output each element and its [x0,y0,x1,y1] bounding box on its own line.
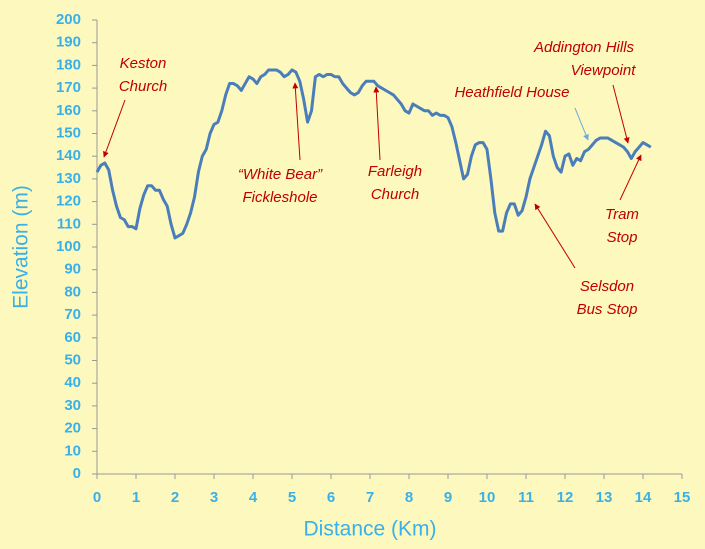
annotation: Fickleshole [242,189,317,206]
line [95,68,652,240]
y-tick-label: 60 [64,329,81,346]
annotation: “White Bear” [238,166,323,183]
annotation: Keston [120,55,167,72]
y-tick-label: 130 [56,170,81,187]
y-tick-label: 0 [73,465,81,482]
x-tick-label: 3 [210,489,218,506]
x-axis-label: Distance (Km) [303,518,436,541]
y-tick-label: 120 [56,193,81,210]
y-tick-label: 160 [56,102,81,119]
y-tick-label: 30 [64,397,81,414]
x-tick-label: 2 [171,489,179,506]
annotation: Church [119,78,167,95]
x-tick-label: 15 [674,489,691,506]
annotation: Church [371,186,419,203]
x-tick-label: 1 [132,489,140,506]
y-tick-label: 140 [56,147,81,164]
y-tick-label: 10 [64,442,81,459]
y-tick-label: 90 [64,261,81,278]
x-tick-label: 7 [366,489,374,506]
y-tick-label: 170 [56,79,81,96]
x-tick-label: 11 [518,489,534,506]
annotation: Tram [605,206,639,223]
x-tick-label: 10 [479,489,496,506]
x-tick-label: 5 [288,489,296,506]
x-tick-label: 4 [249,489,258,506]
arrow [612,84,630,144]
y-tick-label: 20 [64,420,81,437]
y-tick-label: 150 [56,124,81,141]
arrow [574,107,589,141]
y-tick-label: 110 [57,215,81,232]
x-tick-label: 13 [596,489,613,506]
annotation: Addington Hills [533,39,635,56]
x-tick-label: 9 [444,489,452,506]
annotation: Selsdon [580,278,634,295]
annotation: Heathfield House [454,84,569,101]
arrow [292,82,301,161]
x-tick-label: 12 [557,489,574,506]
y-tick-label: 70 [64,306,81,323]
annotation: Farleigh [368,163,422,180]
y-tick-label: 100 [56,238,81,255]
arrow [619,154,642,201]
y-tick-label: 200 [56,11,81,28]
y-axis-label: Elevation (m) [10,185,33,309]
arrow [373,86,381,161]
x-tick-label: 14 [635,489,652,506]
y-tick-label: 50 [64,351,81,368]
arrow [534,203,576,269]
y-tick-label: 40 [64,374,81,391]
y-tick-label: 180 [56,56,81,73]
y-tick-label: 190 [56,34,81,51]
y-tick-label: 80 [64,283,81,300]
x-tick-label: 8 [405,489,413,506]
annotation: Stop [607,229,638,246]
annotation: Bus Stop [577,301,638,318]
x-tick-label: 6 [327,489,335,506]
x-tick-label: 0 [93,489,101,506]
arrow [103,99,126,158]
annotation: Viewpoint [571,62,637,79]
